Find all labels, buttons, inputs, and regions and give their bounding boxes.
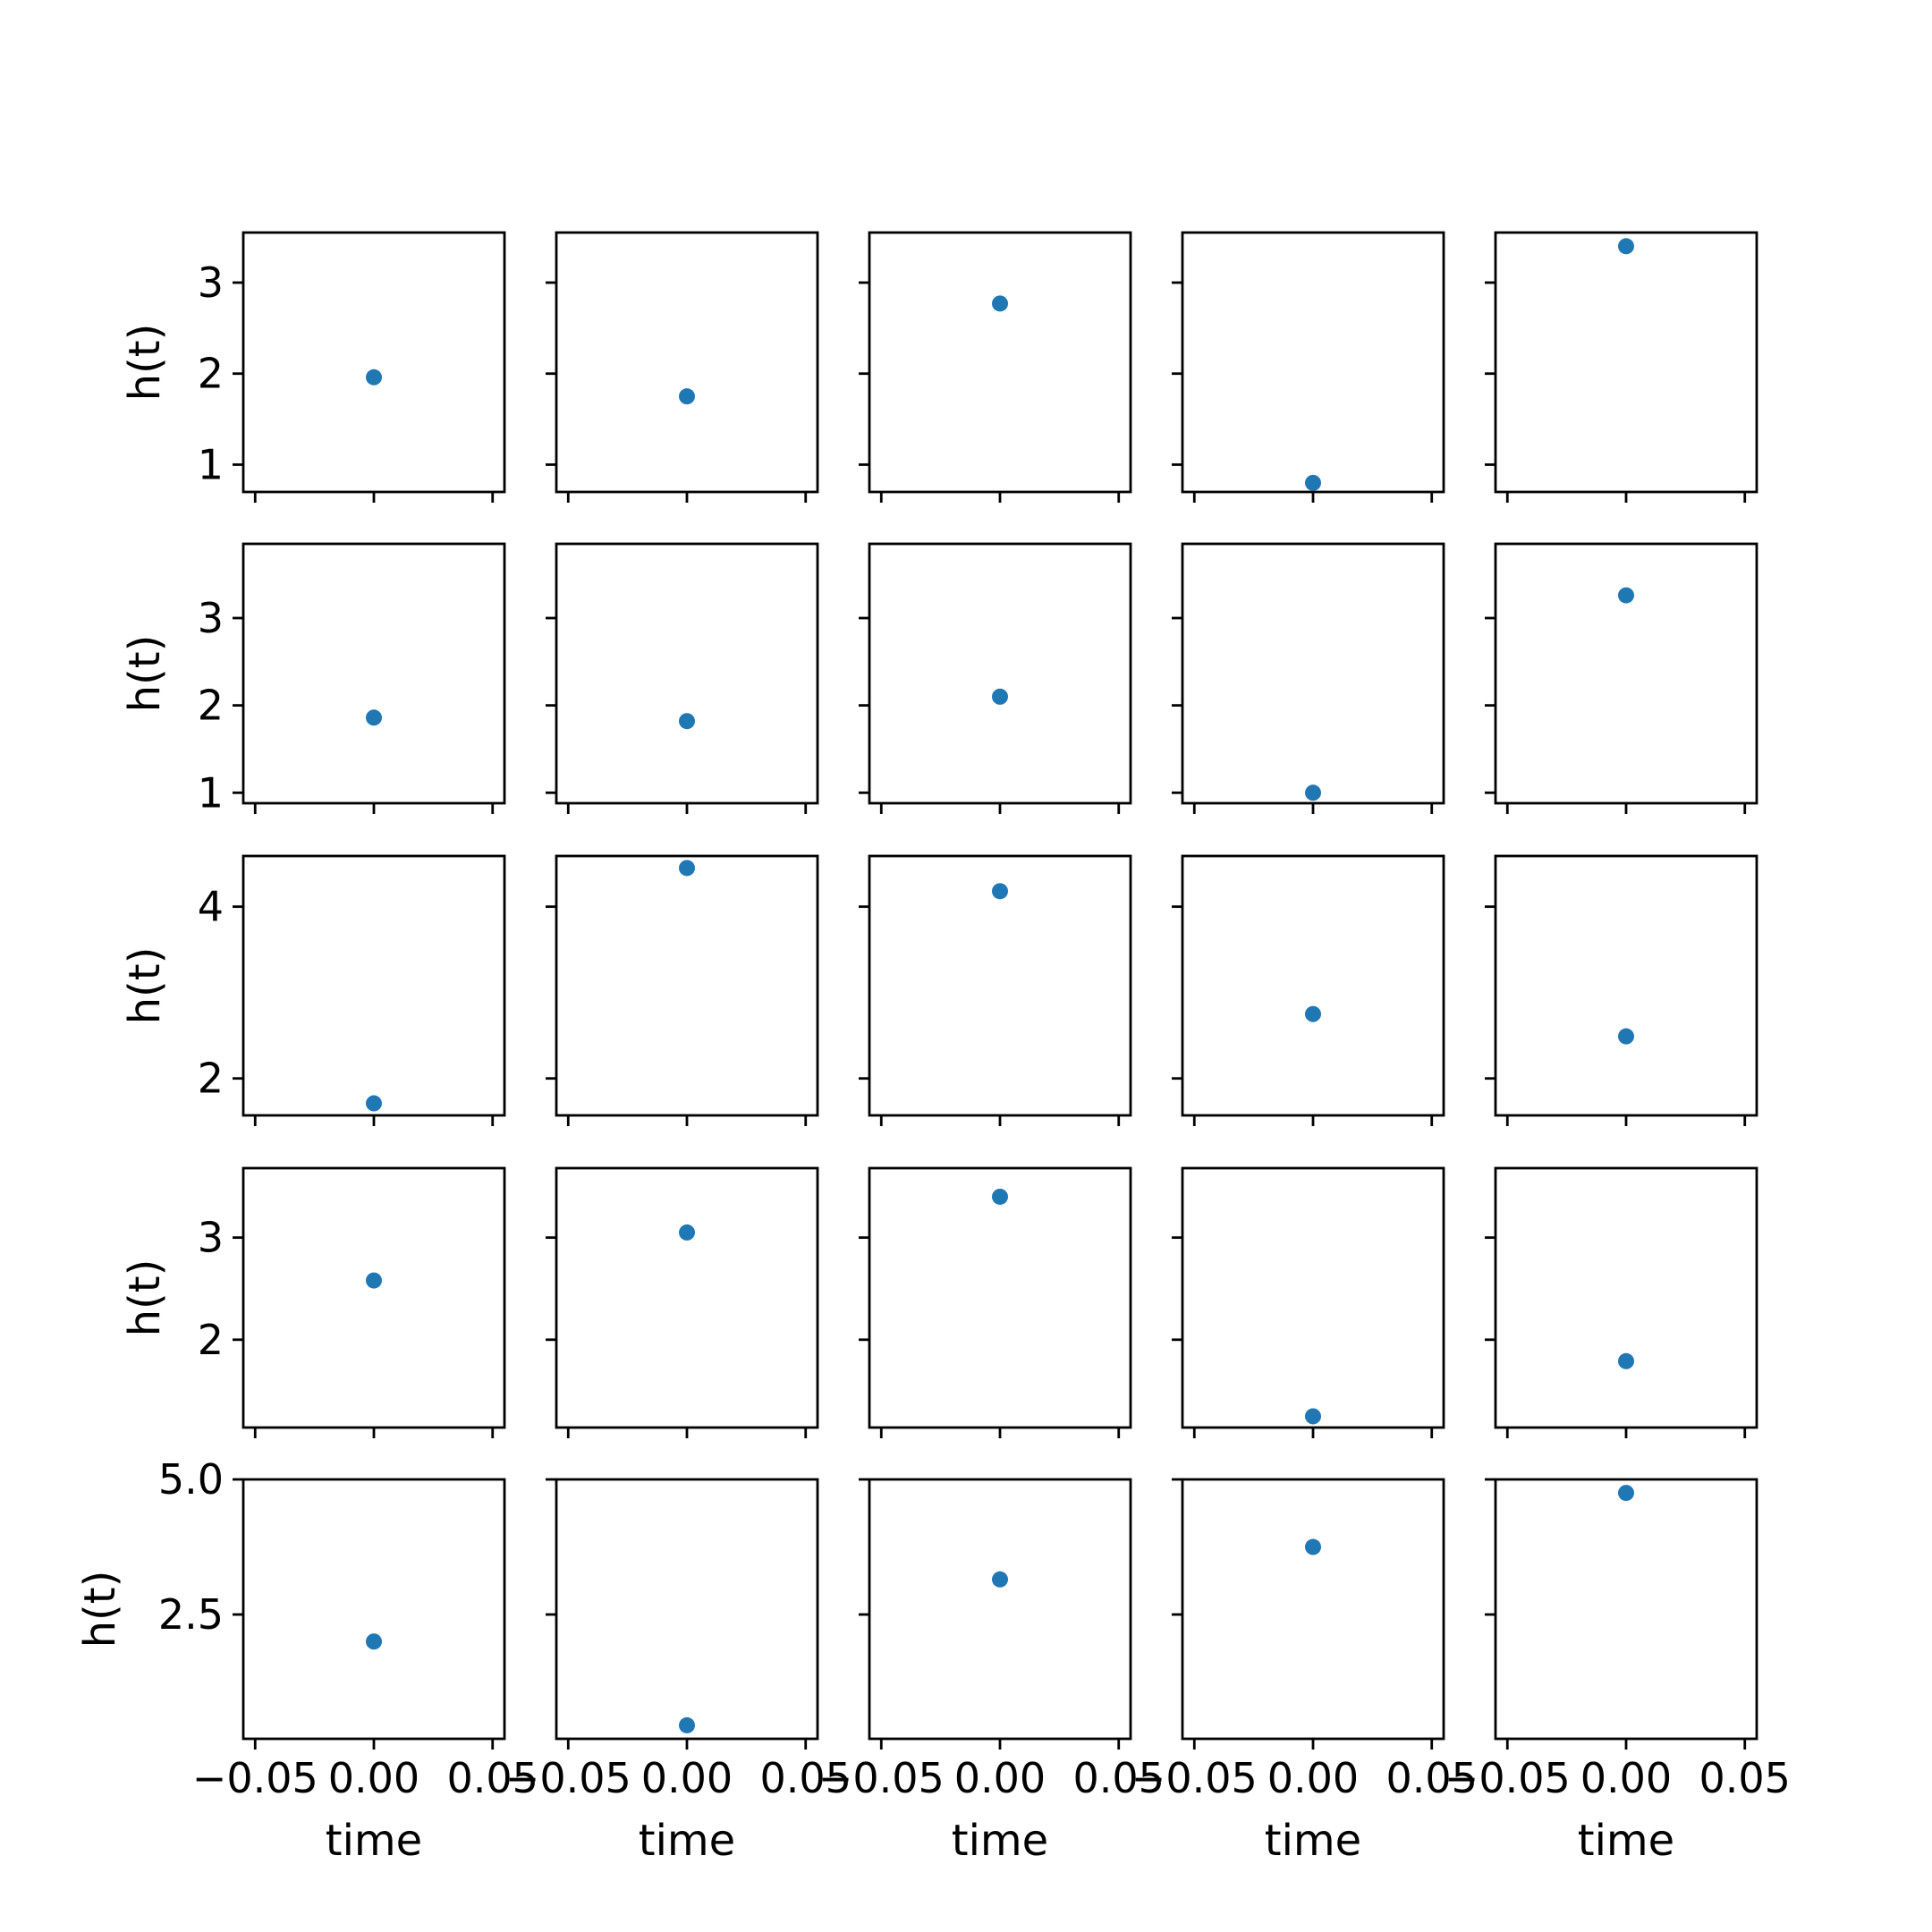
- y-axis-label-row1: h(t): [120, 324, 170, 402]
- panel-frame-r3c2: [555, 854, 819, 1117]
- data-point-r4c4: [1305, 1408, 1321, 1425]
- panel-frame-r5c5: [1494, 1478, 1758, 1741]
- data-point-r3c2: [679, 860, 695, 877]
- panel-frame-r2c5: [1494, 542, 1758, 805]
- panel-frame-r2c3: [868, 542, 1132, 805]
- xtick-label-col1-0: −0.05: [192, 1754, 318, 1802]
- data-point-r1c2: [679, 388, 695, 405]
- ytick-label-row1-0: 1: [198, 440, 224, 488]
- panel-frame-r1c4: [1181, 231, 1445, 494]
- ytick-label-row3-1: 4: [198, 883, 224, 931]
- data-point-r2c4: [1305, 784, 1321, 801]
- panel-frame-r2c1: [242, 542, 506, 805]
- panel-frame-r2c4: [1181, 542, 1445, 805]
- x-axis-label-col3: time: [952, 1816, 1048, 1866]
- panel-frame-r1c5: [1494, 231, 1758, 494]
- data-point-r4c5: [1618, 1352, 1634, 1369]
- xtick-label-col4-0: −0.05: [1131, 1754, 1258, 1802]
- data-point-r2c3: [992, 688, 1008, 705]
- data-point-r2c5: [1618, 587, 1634, 604]
- panel-frame-r5c4: [1181, 1478, 1445, 1741]
- y-axis-label-row2: h(t): [120, 635, 170, 713]
- xtick-label-col4-1: 0.00: [1267, 1754, 1359, 1802]
- ytick-label-row5-0: 2.5: [158, 1590, 224, 1639]
- panel-frame-r1c2: [555, 231, 819, 494]
- xtick-label-col2-0: −0.05: [505, 1754, 631, 1802]
- xtick-label-col4-2: 0.05: [1386, 1754, 1478, 1802]
- data-point-r1c4: [1305, 474, 1321, 491]
- x-axis-label-col4: time: [1265, 1816, 1361, 1866]
- data-point-r3c1: [366, 1095, 382, 1112]
- ytick-label-row1-2: 3: [198, 258, 224, 307]
- ytick-label-row2-0: 1: [198, 768, 224, 817]
- panel-frame-r5c3: [868, 1478, 1132, 1741]
- panel-frame-r4c4: [1181, 1166, 1445, 1429]
- xtick-label-col3-2: 0.05: [1073, 1754, 1165, 1802]
- panel-frame-r4c2: [555, 1166, 819, 1429]
- x-axis-label-col1: time: [326, 1816, 422, 1866]
- y-axis-label-row4: h(t): [120, 1259, 170, 1337]
- panel-frame-r4c1: [242, 1166, 506, 1429]
- xtick-label-col1-2: 0.05: [447, 1754, 538, 1802]
- panel-frame-r5c2: [555, 1478, 819, 1741]
- data-point-r4c1: [366, 1272, 382, 1289]
- data-point-r1c5: [1618, 238, 1634, 255]
- panel-frame-r3c1: [242, 854, 506, 1117]
- xtick-label-col2-1: 0.00: [641, 1754, 733, 1802]
- xtick-label-col2-2: 0.05: [760, 1754, 852, 1802]
- data-point-r5c5: [1618, 1485, 1634, 1502]
- data-point-r5c3: [992, 1571, 1008, 1588]
- data-point-r3c4: [1305, 1005, 1321, 1022]
- y-axis-label-row5: h(t): [75, 1571, 125, 1648]
- xtick-label-col5-2: 0.05: [1699, 1754, 1791, 1802]
- x-axis-label-col5: time: [1578, 1816, 1674, 1866]
- panel-frame-r1c3: [868, 231, 1132, 494]
- data-point-r5c2: [679, 1716, 695, 1733]
- xtick-label-col3-0: −0.05: [818, 1754, 945, 1802]
- ytick-label-row4-0: 2: [198, 1316, 224, 1364]
- data-point-r5c4: [1305, 1538, 1321, 1555]
- panel-frame-r2c2: [555, 542, 819, 805]
- panel-frame-r5c1: [242, 1478, 506, 1741]
- xtick-label-col3-1: 0.00: [954, 1754, 1046, 1802]
- panel-frame-r1c1: [242, 231, 506, 494]
- data-point-r3c5: [1618, 1028, 1634, 1045]
- ytick-label-row4-1: 3: [198, 1214, 224, 1262]
- panel-frame-r3c5: [1494, 854, 1758, 1117]
- data-point-r5c1: [366, 1633, 382, 1650]
- data-point-r2c2: [679, 713, 695, 730]
- xtick-label-col5-1: 0.00: [1580, 1754, 1672, 1802]
- data-point-r4c3: [992, 1188, 1008, 1205]
- y-axis-label-row3: h(t): [120, 947, 170, 1025]
- ytick-label-row5-1: 5.0: [158, 1455, 224, 1504]
- ytick-label-row2-1: 2: [198, 682, 224, 730]
- panel-frame-r4c5: [1494, 1166, 1758, 1429]
- xtick-label-col5-0: −0.05: [1445, 1754, 1571, 1802]
- panel-frame-r4c3: [868, 1166, 1132, 1429]
- data-point-r3c3: [992, 883, 1008, 900]
- ytick-label-row1-1: 2: [198, 350, 224, 398]
- ytick-label-row3-0: 2: [198, 1055, 224, 1103]
- x-axis-label-col2: time: [639, 1816, 735, 1866]
- panel-frame-r3c4: [1181, 854, 1445, 1117]
- data-point-r4c2: [679, 1224, 695, 1241]
- data-point-r1c3: [992, 295, 1008, 312]
- data-point-r1c1: [366, 369, 382, 386]
- xtick-label-col1-1: 0.00: [328, 1754, 419, 1802]
- ytick-label-row2-2: 3: [198, 594, 224, 642]
- data-point-r2c1: [366, 709, 382, 726]
